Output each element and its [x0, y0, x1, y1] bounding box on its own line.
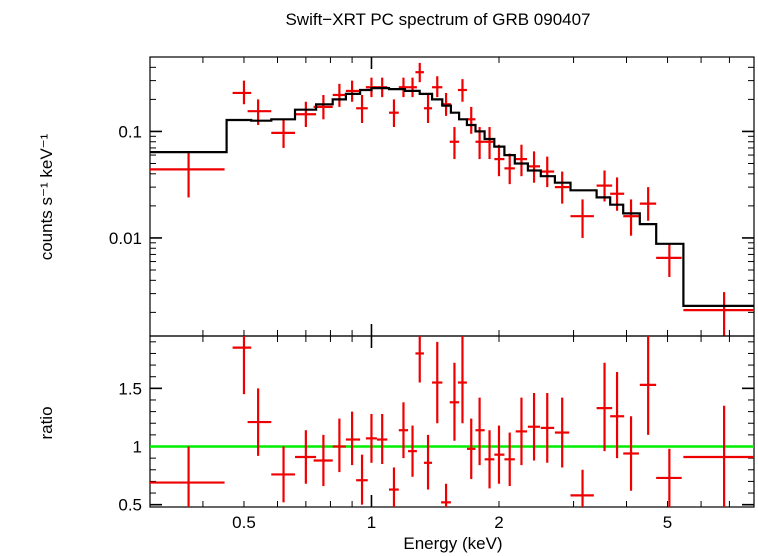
spectrum-data-point: [295, 101, 317, 128]
spectrum-y-tick-label: 0.1: [118, 122, 142, 141]
ratio-x-tick-label: 1: [367, 513, 376, 532]
ratio-data-point: [389, 467, 399, 507]
ratio-data-point: [332, 418, 346, 473]
ratio-data-point: [639, 336, 657, 435]
ratio-data-point: [271, 446, 296, 503]
ratio-data-point: [441, 483, 451, 507]
ratio-data-point: [475, 397, 485, 466]
spectrum-data-point: [466, 106, 476, 134]
spectrum-data-point: [540, 156, 555, 188]
ratio-data-point: [504, 432, 515, 487]
ratio-data-point: [376, 413, 388, 464]
ratio-data-point: [432, 341, 443, 424]
model-step-line: [150, 87, 754, 307]
spectrum-data-point: [389, 99, 399, 128]
ratio-data-point: [398, 402, 409, 459]
ratio-data-point: [540, 393, 555, 463]
ratio-data-point: [345, 411, 361, 466]
chart-title: Swift−XRT PC spectrum of GRB 090407: [285, 10, 590, 29]
spectrum-data-point: [271, 119, 296, 148]
spectrum-data-point: [415, 62, 424, 83]
ratio-data-point: [356, 454, 368, 505]
spectrum-data-point: [570, 199, 594, 238]
ratio-data-point: [313, 434, 333, 487]
ratio-data-point: [623, 416, 639, 491]
ratio-y-tick-label: 1: [133, 438, 142, 457]
ratio-data-point: [415, 336, 424, 383]
spectrum-data-point: [398, 77, 409, 98]
ratio-data-point: [232, 336, 252, 395]
spectrum-data-point: [494, 144, 505, 177]
ratio-data-point: [457, 336, 467, 424]
ratio-data-point: [554, 397, 570, 468]
spectrum-data-point: [504, 153, 515, 185]
ratio-data-point: [484, 430, 495, 489]
ratio-data-point: [527, 393, 541, 461]
spectrum-y-tick-label: 0.01: [109, 229, 142, 248]
spectrum-data-point: [432, 76, 443, 98]
spectrum-data-point: [356, 94, 368, 124]
spectrum-data-point: [423, 94, 433, 124]
spectrum-data-point: [449, 127, 460, 160]
ratio-x-tick-label: 0.5: [232, 513, 256, 532]
ratio-data-point: [570, 469, 594, 507]
spectrum-data-point: [527, 151, 541, 183]
y-axis-label-spectrum: counts s⁻¹ keV⁻¹: [37, 133, 56, 260]
spectrum-data-point: [484, 127, 495, 160]
spectrum-data-point: [408, 77, 417, 98]
ratio-data-point: [365, 413, 377, 463]
y-axis-label-ratio: ratio: [37, 406, 56, 439]
spectrum-data-point: [639, 187, 657, 221]
spectrum-data-point: [332, 83, 346, 107]
ratio-y-tick-label: 1.5: [118, 379, 142, 398]
ratio-data-point: [150, 446, 225, 507]
ratio-y-tick-label: 0.5: [118, 496, 142, 515]
ratio-data-point: [408, 425, 417, 477]
ratio-data-point: [423, 434, 433, 490]
ratio-data-point: [596, 362, 613, 452]
spectrum-data-point: [457, 79, 467, 102]
spectrum-data-point: [623, 199, 639, 236]
ratio-data-point: [295, 430, 317, 484]
ratio-data-point: [449, 362, 460, 441]
spectrum-data-point: [345, 80, 361, 102]
ratio-data-point: [247, 388, 272, 456]
spectrum-data-point: [515, 144, 528, 177]
ratio-data-point: [656, 448, 682, 507]
spectrum-data-point: [232, 80, 252, 105]
ratio-x-tick-label: 2: [494, 513, 503, 532]
ratio-data-point: [515, 397, 528, 466]
spectrum-data-point: [554, 171, 570, 204]
spectrum-data-point: [150, 151, 225, 198]
spectrum-data-point: [683, 292, 754, 336]
ratio-data-point: [466, 418, 476, 480]
ratio-data-point: [610, 372, 625, 459]
ratio-data-point: [683, 405, 754, 507]
ratio-data-point: [494, 425, 505, 484]
x-axis-label: Energy (keV): [403, 534, 502, 553]
spectrum-data-point: [656, 243, 682, 277]
ratio-x-tick-label: 5: [663, 513, 672, 532]
ratio-frame: [149, 335, 755, 508]
